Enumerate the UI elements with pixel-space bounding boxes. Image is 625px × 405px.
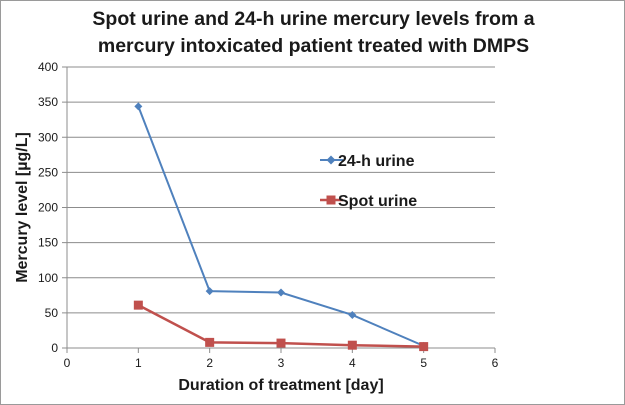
- legend-label: Spot urine: [338, 193, 417, 210]
- data-point: [347, 340, 357, 350]
- x-tick-label: 5: [420, 356, 427, 370]
- y-tick-label: 100: [38, 271, 58, 285]
- gridlines: [67, 66, 495, 314]
- y-tick-label: 400: [38, 60, 58, 74]
- data-point: [419, 342, 429, 352]
- tick-labels: 0 50 100 150 200 250 300 350 400 0 1 2 3 4 5 6: [38, 60, 499, 370]
- legend-label: 24-h urine: [338, 153, 415, 170]
- y-tick-label: 250: [38, 165, 58, 179]
- chart-title: Spot urine and 24-h urine mercury levels…: [1, 6, 625, 60]
- series-24-h-urine: [134, 102, 428, 350]
- y-tick-label: 200: [38, 201, 58, 215]
- x-tick-label: 2: [206, 356, 213, 370]
- y-axis-title: Mercury level [µg/L]: [14, 132, 31, 283]
- chart-title-line-2: mercury intoxicated patient treated with…: [97, 35, 530, 57]
- y-tick-label: 50: [45, 306, 59, 320]
- series-group: [133, 102, 429, 352]
- chart-title-line-1: Spot urine and 24-h urine mercury levels…: [92, 8, 535, 30]
- data-point: [134, 102, 143, 111]
- data-point: [205, 337, 215, 347]
- axes: [62, 66, 496, 353]
- y-tick-label: 0: [51, 341, 58, 355]
- data-point: [205, 287, 214, 296]
- x-tick-label: 6: [492, 356, 499, 370]
- y-tick-label: 350: [38, 95, 58, 109]
- data-point: [133, 300, 143, 310]
- series-line: [137, 105, 425, 347]
- legend: 24-h urine Spot urine: [320, 153, 417, 210]
- data-point: [276, 338, 286, 348]
- y-tick-label: 300: [38, 130, 58, 144]
- x-tick-label: 3: [278, 356, 285, 370]
- legend-marker: [326, 155, 336, 165]
- legend-item: 24-h urine: [320, 153, 415, 170]
- data-point: [348, 310, 357, 319]
- legend-marker: [326, 195, 336, 205]
- x-tick-label: 0: [64, 356, 71, 370]
- x-tick-label: 4: [349, 356, 356, 370]
- series-spot-urine: [133, 300, 429, 352]
- y-tick-label: 150: [38, 236, 58, 250]
- x-tick-label: 1: [135, 356, 142, 370]
- data-point: [277, 288, 285, 297]
- legend-item: Spot urine: [320, 193, 417, 210]
- x-axis-title: Duration of treatment [day]: [178, 377, 383, 394]
